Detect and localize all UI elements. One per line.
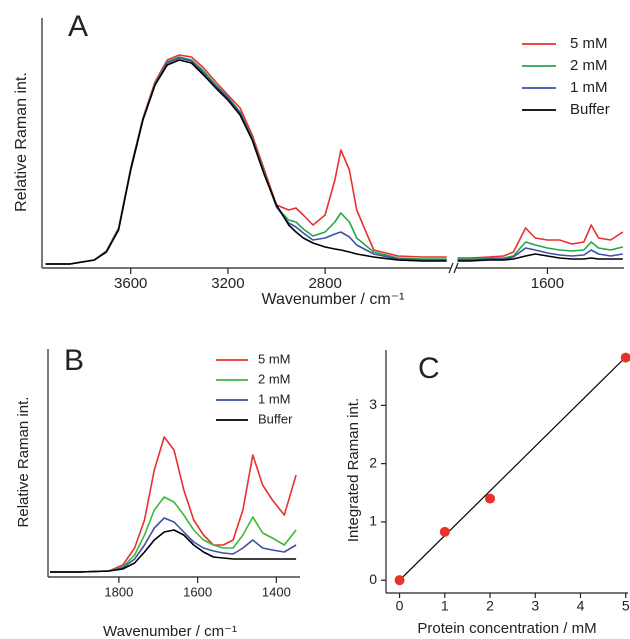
legend-label: 2 mM — [258, 371, 291, 386]
series-line — [45, 56, 447, 265]
x-tick-label: 2800 — [308, 275, 341, 292]
x-axis-label: Wavenumber / cm⁻¹ — [262, 291, 405, 308]
series-line — [50, 436, 297, 573]
x-tick-label: 1800 — [104, 584, 133, 599]
x-tick-label: 1 — [441, 598, 449, 614]
legend-label: 1 mM — [570, 79, 608, 96]
series-line — [45, 59, 447, 265]
legend-label: Buffer — [258, 411, 293, 426]
y-tick-label: 3 — [369, 396, 377, 412]
series-line — [45, 54, 447, 265]
series-line — [50, 517, 297, 573]
x-tick-label: 3600 — [114, 275, 147, 292]
series-line — [457, 241, 623, 260]
x-axis-label: Protein concentration / mM — [417, 620, 596, 637]
series-line — [457, 247, 623, 261]
x-tick-label: 4 — [577, 598, 585, 614]
x-tick-label: 2 — [486, 598, 494, 614]
y-tick-label: 0 — [369, 571, 377, 587]
y-tick-label: 1 — [369, 513, 377, 529]
y-axis-label: Relative Raman int. — [15, 397, 32, 528]
data-point — [620, 352, 630, 363]
x-tick-label: 5 — [622, 598, 630, 614]
y-tick-label: 2 — [369, 454, 377, 470]
panel-label: A — [68, 10, 88, 43]
series-line — [50, 529, 297, 573]
data-point — [485, 493, 496, 504]
axis-break — [448, 262, 459, 274]
fit-line — [399, 356, 627, 581]
y-axis-label: Relative Raman int. — [13, 72, 30, 212]
data-point — [439, 526, 450, 537]
panel-label: C — [418, 352, 440, 385]
legend-label: 5 mM — [570, 35, 608, 52]
x-tick-label: 0 — [396, 598, 404, 614]
legend-label: 5 mM — [258, 351, 291, 366]
x-tick-label: 1600 — [531, 275, 564, 292]
series-line — [45, 57, 447, 265]
x-tick-label: 1400 — [262, 584, 291, 599]
x-tick-label: 1600 — [183, 584, 212, 599]
legend-label: Buffer — [570, 101, 610, 118]
legend-label: 2 mM — [570, 57, 608, 74]
panel-label: B — [64, 344, 84, 377]
x-tick-label: 3 — [531, 598, 539, 614]
x-tick-label: 3200 — [211, 275, 244, 292]
y-axis-label: Integrated Raman int. — [345, 398, 362, 542]
series-line — [457, 253, 623, 262]
data-point — [394, 575, 405, 586]
series-line — [50, 496, 297, 573]
series-line — [457, 224, 624, 259]
x-axis-label: Wavenumber / cm⁻¹ — [103, 623, 237, 639]
legend-label: 1 mM — [258, 391, 291, 406]
